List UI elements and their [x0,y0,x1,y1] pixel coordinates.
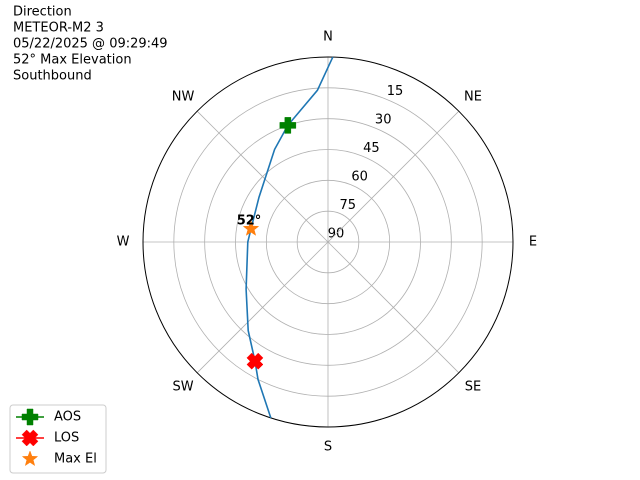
theta-tick-label: N [323,30,333,45]
grid-spoke [327,241,460,374]
legend-marker [21,408,39,426]
legend-label: AOS [54,410,81,425]
title-line: 05/22/2025 @ 09:29:49 [13,37,168,52]
title-line: 52° Max Elevation [13,53,132,68]
marker-x [246,352,264,370]
marker-plus [279,117,297,134]
outer-spine [142,56,514,428]
theta-tick-label: SW [172,379,193,394]
legend-marker [21,450,39,467]
title-line: Southbound [13,69,92,84]
annotation: 52° [237,213,262,228]
r-tick-label: 60 [351,170,368,185]
legend: AOS LOS Max El [9,404,107,474]
title-line: METEOR-M2 3 [13,21,104,36]
theta-tick-label: E [529,235,537,250]
grid-spoke [327,110,460,243]
r-tick-label: 75 [340,198,357,213]
r-tick-label: 15 [387,84,404,99]
title-line: Direction [13,5,72,20]
legend-label: Max El [54,452,97,467]
theta-tick-label: W [117,235,130,250]
legend-marker [21,429,39,447]
grid-spoke [196,110,329,243]
theta-tick-label: S [324,440,332,455]
legend-box [9,404,107,474]
theta-tick-label: NE [464,90,482,105]
grid-spoke [196,241,329,374]
legend-label: LOS [54,431,79,446]
theta-tick-label: NW [172,90,195,105]
marker-star [242,220,260,236]
theta-tick-label: SE [465,379,481,394]
r-tick-label: 30 [375,113,392,128]
r-tick-label: 45 [363,141,380,156]
